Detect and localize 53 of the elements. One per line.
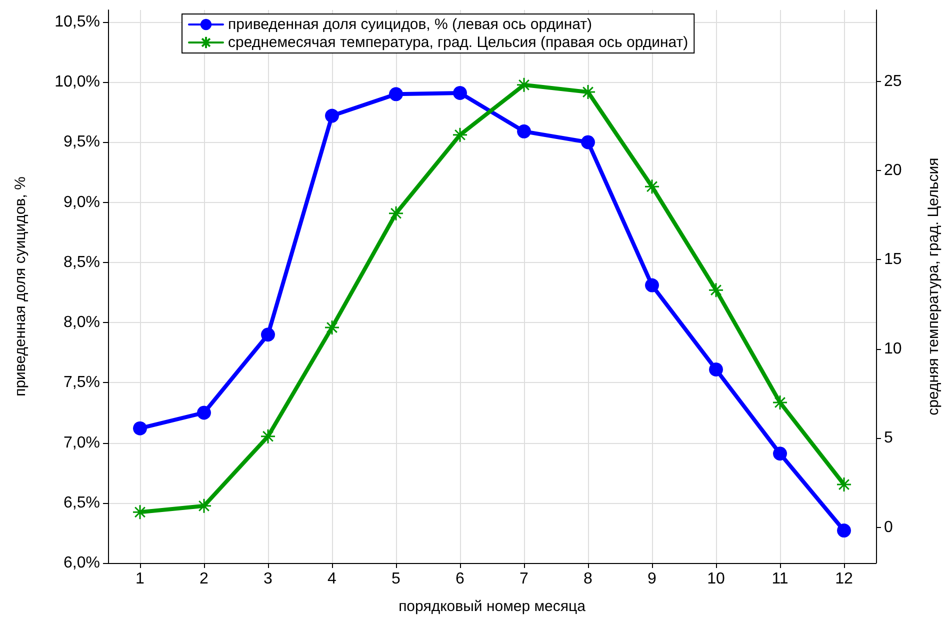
point [197, 406, 211, 420]
legend-label: среднемесячая температура, град. Цельсия (правая ось ординат) [228, 34, 688, 51]
y-tick-label: 7,0% [64, 434, 100, 452]
point [837, 524, 851, 538]
point [260, 428, 276, 444]
point [708, 282, 724, 298]
y-tick-label: 8,5% [64, 254, 100, 271]
point [517, 124, 531, 138]
y-tick-label: 6,5% [64, 494, 100, 512]
point [836, 476, 852, 492]
x-tick-label: 10 [707, 570, 725, 588]
point [324, 320, 340, 336]
y-tick-label: 7,5% [64, 374, 100, 392]
x-tick-label: 2 [200, 570, 209, 588]
point [773, 446, 787, 461]
y-tick-label: 9,0% [64, 194, 100, 211]
y2-tick-label: 15 [884, 251, 902, 268]
x-tick-label: 9 [648, 570, 657, 588]
point [644, 178, 660, 194]
x-tick-label: 3 [264, 570, 273, 588]
x-tick-label: 1 [136, 570, 145, 588]
point [709, 362, 723, 376]
point [261, 328, 275, 342]
point [388, 206, 404, 222]
point [452, 127, 468, 143]
point [645, 278, 659, 292]
x-tick-label: 11 [772, 570, 788, 588]
x-tick-label: 8 [584, 570, 593, 588]
point [133, 421, 147, 436]
x-tick-label: 4 [328, 570, 337, 588]
y-tick-label: 8,0% [64, 314, 100, 332]
y-tick-label: 10,0% [54, 74, 100, 91]
legend-label: приведенная доля суицидов, % (левая ось ординат) [228, 16, 592, 33]
x-tick-label: 12 [835, 570, 853, 588]
y2-axis-title: средняя температура, град. Цельсия [925, 158, 942, 416]
y-tick-label: 9,5% [64, 134, 100, 151]
x-tick-label: 7 [520, 570, 529, 588]
point [581, 135, 595, 150]
point [772, 394, 788, 410]
y2-tick-label: 25 [884, 72, 902, 90]
y2-tick-label: 0 [884, 518, 893, 536]
y2-tick-label: 10 [884, 340, 902, 358]
x-tick-label: 5 [392, 570, 401, 588]
x-tick-label: 6 [456, 570, 465, 588]
y-tick-label: 10,5% [54, 14, 100, 31]
point [389, 87, 403, 102]
y2-tick-label: 5 [884, 430, 893, 447]
point [453, 86, 467, 100]
y-axis-title: приведенная доля суицидов, % [12, 176, 29, 396]
y2-tick-label: 20 [884, 162, 902, 180]
y-tick-label: 6,0% [64, 554, 100, 572]
point [325, 108, 339, 123]
x-axis-title: порядковый номер месяца [398, 598, 586, 615]
